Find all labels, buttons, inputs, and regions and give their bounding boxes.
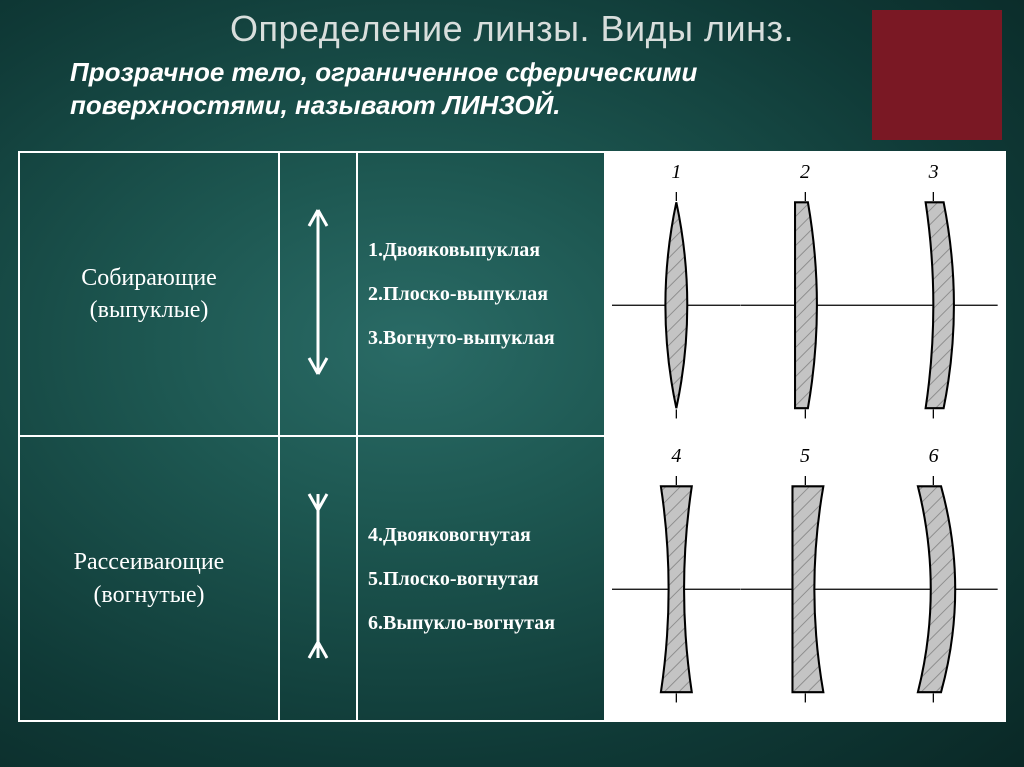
list-item: 3.Вогнуто-выпуклая: [368, 316, 596, 360]
lens-number: 6: [929, 445, 939, 467]
lens-subtype-list: 1.Двояковыпуклая2.Плоско-выпуклая3.Вогну…: [357, 152, 605, 436]
converging-symbol: [279, 152, 357, 436]
lens-subtype-list: 4.Двояковогнутая5.Плоско-вогнутая6.Выпук…: [357, 436, 605, 720]
list-item: 2.Плоско-выпуклая: [368, 272, 596, 316]
lens-diagram-panel: 1 2: [605, 152, 1005, 436]
lens-category-name: Собирающие(выпуклые): [20, 252, 278, 337]
lens-number: 1: [671, 161, 681, 183]
lens-diagram-panel: 4 5: [605, 436, 1005, 720]
lens-biconvex: 1: [612, 161, 741, 427]
lens-number: 2: [800, 161, 810, 183]
lens-number: 5: [800, 445, 810, 467]
lens-number: 3: [929, 161, 939, 183]
lens-plano-convex: 2: [741, 161, 870, 427]
lens-biconcave: 4: [612, 445, 741, 711]
lens-convexo-concave: 6: [869, 445, 998, 711]
lens-concavo-convex: 3: [869, 161, 998, 427]
diverging-symbol: [279, 436, 357, 720]
definition-text: Прозрачное тело, ограниченное сферически…: [0, 50, 760, 121]
list-item: 4.Двояковогнутая: [368, 513, 596, 557]
lens-category-name: Рассеивающие(вогнутые): [20, 536, 278, 621]
list-item: 5.Плоско-вогнутая: [368, 557, 596, 601]
lens-plano-concave: 5: [741, 445, 870, 711]
lens-number: 4: [671, 445, 681, 467]
list-item: 6.Выпукло-вогнутая: [368, 601, 596, 645]
list-item: 1.Двояковыпуклая: [368, 228, 596, 272]
slide-title: Определение линзы. Виды линз.: [0, 0, 1024, 50]
table-row: Собирающие(выпуклые) 1.Двояковыпуклая2.П…: [19, 152, 1005, 436]
lens-table: Собирающие(выпуклые) 1.Двояковыпуклая2.П…: [18, 151, 1006, 722]
table-row: Рассеивающие(вогнутые) 4.Двояковогнутая5…: [19, 436, 1005, 720]
decorative-corner: [872, 10, 1002, 140]
